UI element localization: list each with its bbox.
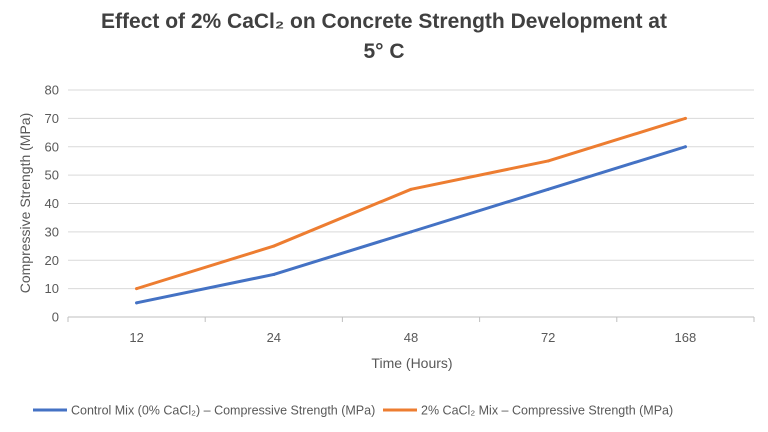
data-point [683, 116, 687, 120]
x-tick-label: 48 [404, 330, 418, 345]
data-point [409, 187, 413, 191]
chart-title-line-1: Effect of 2% CaCl₂ on Concrete Strength … [101, 10, 667, 33]
x-tick-label: 72 [541, 330, 555, 345]
x-axis-ticks: 12 24 48 72 168 [67, 317, 755, 345]
data-point [135, 287, 139, 291]
y-axis-title: Compressive Strength (MPa) [17, 113, 33, 294]
data-point [546, 159, 550, 163]
y-tick-label: 80 [45, 83, 59, 98]
y-tick-label: 40 [45, 196, 59, 211]
y-axis-ticks: 0 10 20 30 40 50 60 70 80 [45, 83, 59, 325]
x-tick-label: 12 [129, 330, 143, 345]
data-point [409, 230, 413, 234]
y-tick-label: 10 [45, 281, 59, 296]
gridlines [68, 89, 754, 318]
y-tick-label: 60 [45, 139, 59, 154]
x-axis-title: Time (Hours) [371, 355, 452, 371]
x-tick-label: 168 [675, 330, 697, 345]
series-line-1 [135, 145, 687, 305]
y-tick-label: 50 [45, 168, 59, 183]
series-lines [135, 116, 687, 305]
y-tick-label: 0 [52, 310, 59, 325]
x-tick-label: 24 [267, 330, 281, 345]
data-point [546, 187, 550, 191]
chart-title-line-2: 5° C [363, 40, 405, 63]
data-point [683, 145, 687, 149]
y-tick-label: 20 [45, 253, 59, 268]
legend-label-2: 2% CaCl₂ Mix – Compressive Strength (MPa… [421, 404, 673, 418]
data-point [272, 272, 276, 276]
data-point [272, 244, 276, 248]
legend-label-1: Control Mix (0% CaCl₂) – Compressive Str… [71, 404, 375, 418]
legend: Control Mix (0% CaCl₂) – Compressive Str… [33, 404, 673, 418]
y-tick-label: 30 [45, 224, 59, 239]
data-point [135, 301, 139, 305]
y-tick-label: 70 [45, 111, 59, 126]
